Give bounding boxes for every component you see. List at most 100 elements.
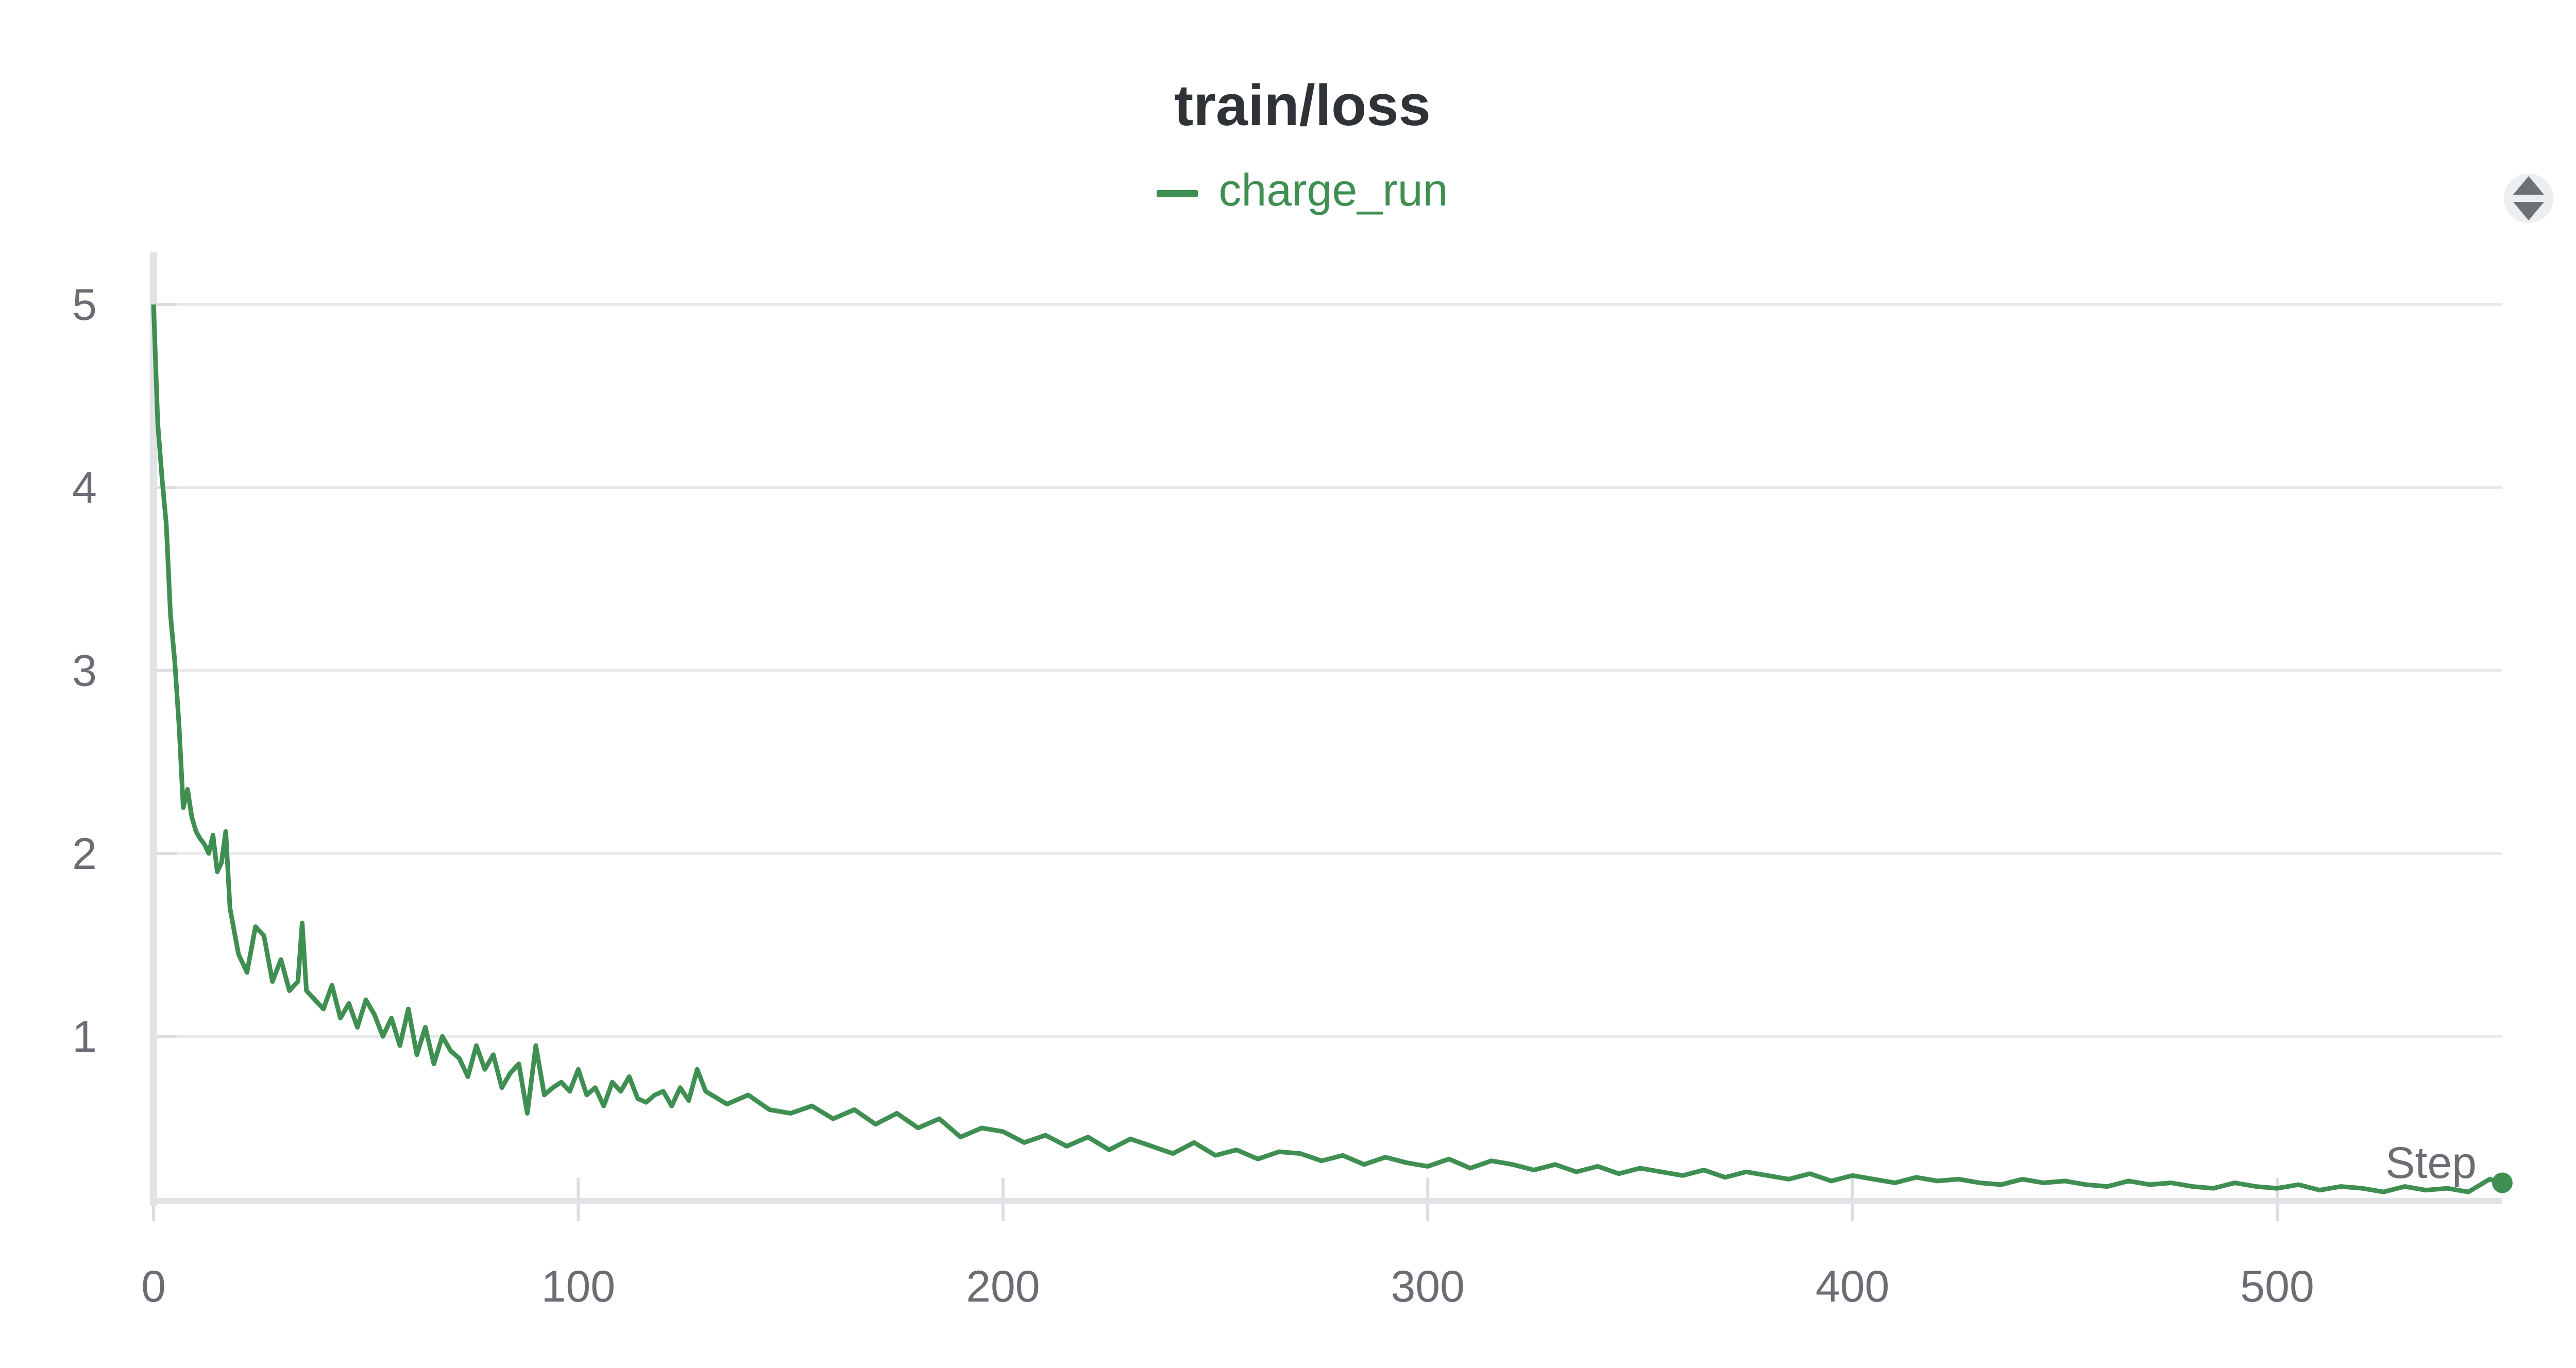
data-point <box>2084 1183 2088 1186</box>
y-tick-label: 4 <box>72 463 97 512</box>
data-point <box>662 1090 665 1093</box>
data-point <box>199 837 202 841</box>
x-tick-label: 100 <box>541 1262 616 1311</box>
series <box>151 303 2513 1194</box>
data-point <box>190 815 193 818</box>
data-point <box>224 830 227 833</box>
data-point <box>526 1112 529 1115</box>
data-point <box>207 852 210 855</box>
data-point <box>1490 1159 1493 1162</box>
data-point <box>1256 1157 1259 1160</box>
data-point <box>2318 1189 2321 1192</box>
data-point <box>245 971 248 974</box>
data-point <box>364 998 367 1001</box>
y-tick-label: 3 <box>72 646 97 696</box>
data-point <box>381 1035 384 1038</box>
x-tick-label: 300 <box>1391 1262 1465 1311</box>
data-point <box>1384 1156 1387 1159</box>
data-point <box>1787 1177 1790 1181</box>
data-point <box>475 1044 478 1047</box>
data-point <box>1723 1176 1726 1179</box>
data-point <box>441 1035 444 1038</box>
x-tick-label: 0 <box>141 1262 166 1311</box>
data-point <box>1193 1141 1196 1144</box>
data-point <box>398 1044 401 1047</box>
data-point <box>177 724 180 727</box>
data-point <box>2127 1179 2130 1183</box>
data-point <box>628 1075 631 1078</box>
data-point <box>560 1081 563 1084</box>
legend-label: charge_run <box>1218 164 1448 215</box>
data-point <box>152 303 155 306</box>
data-point <box>543 1093 546 1097</box>
data-point <box>173 660 176 663</box>
data-point <box>959 1136 962 1139</box>
data-point <box>980 1126 984 1130</box>
data-point <box>2170 1181 2173 1184</box>
data-point <box>1172 1152 1175 1155</box>
data-point <box>373 1013 376 1016</box>
data-point <box>874 1123 877 1126</box>
data-point <box>237 952 240 955</box>
data-point <box>186 788 189 791</box>
data-point <box>768 1108 771 1111</box>
data-point <box>165 522 168 525</box>
data-point <box>2212 1187 2215 1190</box>
data-point <box>1660 1170 1663 1173</box>
data-point <box>517 1063 520 1066</box>
data-point <box>1596 1165 1599 1168</box>
data-point <box>228 907 231 910</box>
drag-handle-icon[interactable] <box>2503 170 2554 227</box>
data-point <box>483 1068 486 1071</box>
data-point <box>1872 1177 1875 1181</box>
data-point <box>1702 1169 1705 1172</box>
data-point <box>577 1068 580 1071</box>
data-point <box>619 1090 622 1093</box>
data-point <box>2063 1179 2066 1183</box>
data-point <box>2382 1190 2385 1193</box>
data-point <box>1575 1170 1578 1173</box>
data-point <box>687 1099 690 1102</box>
data-point <box>271 980 274 983</box>
data-point <box>1405 1161 1408 1164</box>
data-point <box>1002 1130 1005 1133</box>
tick-labels: 1 2 3 4 5 0 100 200 300 400 500 Step <box>72 280 2477 1311</box>
data-point <box>424 1025 427 1029</box>
data-point <box>458 1057 461 1060</box>
data-point <box>2467 1190 2470 1193</box>
data-point <box>1108 1149 1111 1152</box>
data-point <box>1532 1169 1535 1172</box>
data-point <box>339 1017 342 1020</box>
data-point <box>551 1086 554 1089</box>
data-point <box>1936 1179 1939 1183</box>
legend[interactable]: charge_run <box>0 164 2576 216</box>
data-point <box>1808 1172 1811 1175</box>
data-point <box>696 1068 699 1071</box>
x-tick-label: 400 <box>1816 1262 1890 1311</box>
data-point <box>182 806 185 809</box>
chart-title: train/loss <box>1174 73 1431 138</box>
x-tick-label: 200 <box>966 1262 1040 1311</box>
data-point <box>594 1086 597 1089</box>
data-point <box>2233 1181 2236 1184</box>
data-point <box>1469 1167 1472 1170</box>
data-point <box>853 1108 856 1111</box>
data-point <box>895 1112 899 1115</box>
data-point <box>602 1104 605 1107</box>
data-point <box>1129 1137 1132 1140</box>
x-tick-label: 500 <box>2240 1262 2314 1311</box>
data-point <box>789 1112 792 1115</box>
data-point <box>568 1090 571 1093</box>
data-point <box>1065 1144 1068 1148</box>
data-point <box>1766 1174 1769 1177</box>
axes <box>150 252 2502 1221</box>
data-point <box>1363 1163 1366 1166</box>
data-point <box>466 1075 469 1078</box>
data-point <box>2191 1185 2194 1188</box>
data-point <box>938 1117 941 1120</box>
data-point <box>704 1090 707 1093</box>
data-point <box>1299 1152 1302 1155</box>
data-point <box>1447 1157 1450 1160</box>
data-point <box>347 1002 350 1005</box>
